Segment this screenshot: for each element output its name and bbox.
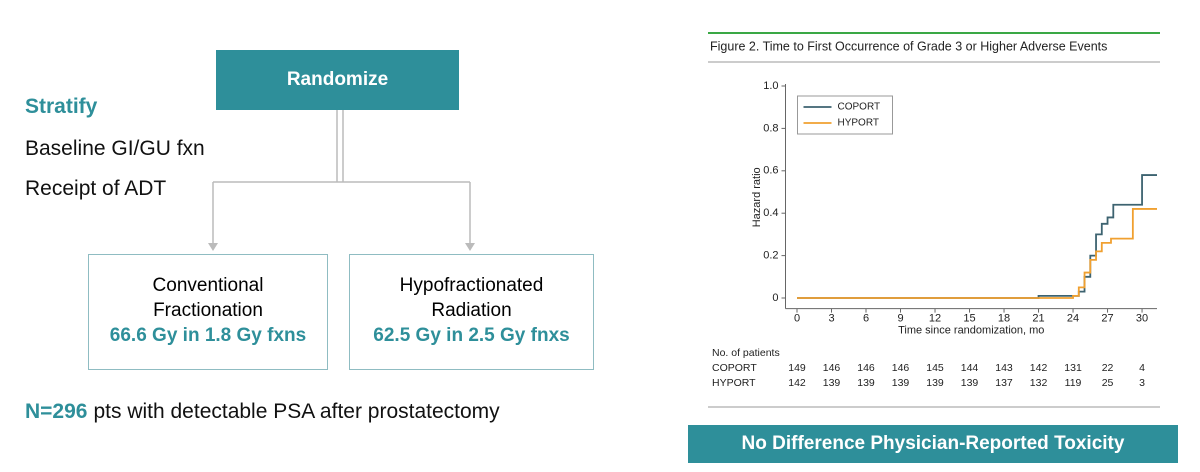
- x-tick-label: 15: [963, 313, 975, 325]
- risk-value: 146: [892, 362, 910, 374]
- risk-value: 139: [961, 377, 979, 389]
- risk-value: 22: [1102, 362, 1114, 374]
- arm-box: Conventional Fractionation 66.6 Gy in 1.…: [88, 254, 328, 370]
- x-tick-label: 9: [897, 313, 903, 325]
- risk-value: 119: [1065, 377, 1082, 389]
- y-axis-label: Hazard ratio: [751, 167, 763, 227]
- randomize-box: Randomize: [216, 50, 459, 110]
- arm-text: Conventional: [152, 275, 264, 296]
- x-tick-label: 12: [929, 313, 941, 325]
- series-line: [797, 174, 1157, 299]
- stratify-label: Stratify: [25, 95, 98, 118]
- arm-box: Hypofractionated Radiation 62.5 Gy in 2.…: [349, 254, 594, 370]
- x-tick-label: 18: [998, 313, 1010, 325]
- chart: Figure 2. Time to First Occurrence of Gr…: [708, 32, 1160, 408]
- risk-row-name: HYPORT: [712, 377, 756, 389]
- y-tick-label: 0.2: [763, 250, 778, 262]
- risk-value: 145: [926, 362, 944, 374]
- legend-label: HYPORT: [838, 118, 880, 129]
- series-line: [797, 208, 1157, 299]
- risk-value: 131: [1064, 362, 1082, 374]
- y-tick-label: 0.6: [763, 165, 778, 177]
- sample-size: N=296 pts with detectable PSA after prost…: [25, 400, 500, 424]
- risk-value: 139: [857, 377, 875, 389]
- x-tick-label: 30: [1136, 313, 1148, 325]
- risk-value: 139: [823, 377, 841, 389]
- risk-value: 149: [788, 362, 806, 374]
- risk-value: 139: [926, 377, 944, 389]
- banner: No Difference Physician-Reported Toxicit…: [688, 425, 1178, 463]
- risk-row-name: COPORT: [712, 362, 757, 374]
- risk-value: 146: [823, 362, 841, 374]
- x-tick-label: 24: [1067, 313, 1079, 325]
- x-tick-label: 0: [794, 313, 800, 325]
- risk-value: 142: [1030, 362, 1048, 374]
- connectors: [208, 110, 475, 251]
- chart-title: Figure 2. Time to First Occurrence of Gr…: [710, 39, 1107, 53]
- risk-value: 137: [995, 377, 1013, 389]
- x-tick-label: 27: [1101, 313, 1113, 325]
- risk-value: 142: [788, 377, 806, 389]
- risk-value: 3: [1139, 377, 1145, 389]
- risk-value: 4: [1139, 362, 1145, 374]
- x-axis-label: Time since randomization, mo: [898, 325, 1044, 337]
- risk-value: 144: [961, 362, 979, 374]
- y-tick-label: 1.0: [763, 80, 778, 92]
- x-tick-label: 6: [863, 313, 869, 325]
- n-text: pts with detectable PSA after prostatect…: [93, 400, 500, 423]
- x-tick-label: 3: [828, 313, 834, 325]
- legend-box: [797, 95, 893, 135]
- risk-value: 139: [892, 377, 910, 389]
- n-value: N=296: [25, 400, 88, 423]
- risk-value: 143: [995, 362, 1013, 374]
- factor: Receipt of ADT: [25, 177, 167, 200]
- arm-text: Hypofractionated: [399, 275, 544, 296]
- legend-label: COPORT: [838, 102, 881, 113]
- arm-dose: 62.5 Gy in 2.5 Gy fnxs: [373, 325, 570, 346]
- risk-title: No. of patients: [712, 347, 780, 359]
- risk-value: 25: [1102, 377, 1114, 389]
- y-tick-label: 0: [772, 292, 778, 304]
- arm-dose: 66.6 Gy in 1.8 Gy fxns: [109, 325, 307, 346]
- x-tick-label: 21: [1032, 313, 1044, 325]
- y-tick-label: 0.4: [763, 207, 778, 219]
- factor: Baseline GI/GU fxn: [25, 137, 205, 160]
- arm-text: Radiation: [431, 300, 512, 321]
- risk-value: 146: [857, 362, 875, 374]
- arm-text: Fractionation: [153, 300, 263, 321]
- risk-value: 132: [1030, 377, 1048, 389]
- y-tick-label: 0.8: [763, 122, 778, 134]
